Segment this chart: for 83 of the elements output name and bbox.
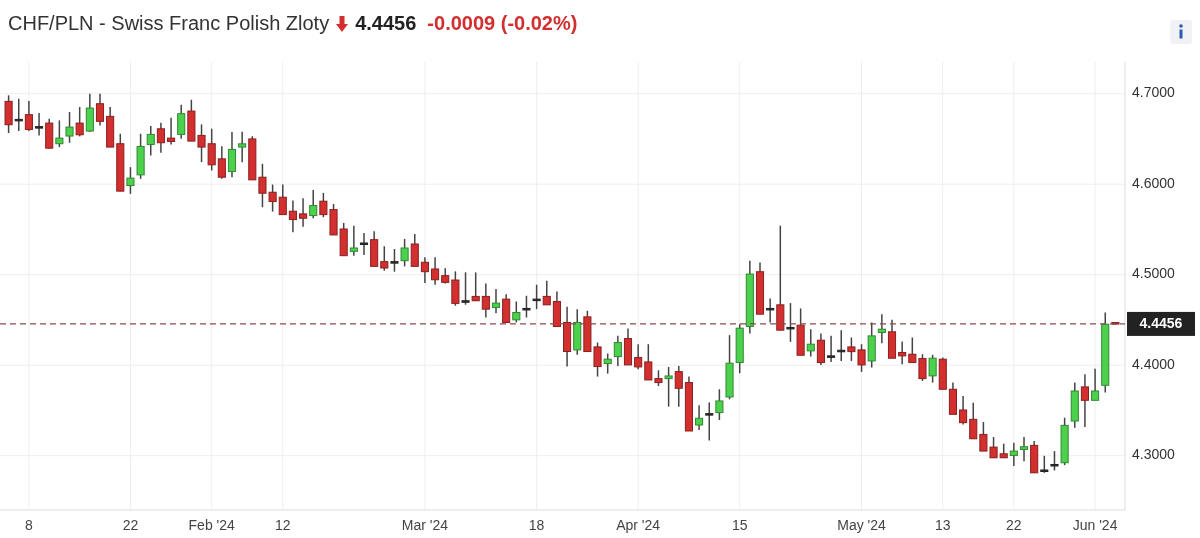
x-tick-label: 22 bbox=[1006, 517, 1022, 533]
candlestick bbox=[481, 282, 490, 319]
candlestick bbox=[156, 121, 165, 154]
candlestick bbox=[85, 92, 94, 133]
x-tick-label: 12 bbox=[274, 517, 291, 533]
candlestick bbox=[1080, 373, 1089, 428]
candlestick bbox=[288, 199, 297, 233]
candlestick bbox=[969, 401, 978, 440]
candlestick bbox=[491, 288, 501, 314]
candlestick bbox=[299, 197, 308, 228]
candlestick bbox=[664, 366, 673, 408]
x-tick-label: May '24 bbox=[837, 517, 887, 533]
x-tick-label: 15 bbox=[731, 517, 748, 533]
candlestick bbox=[613, 335, 622, 367]
candlestick bbox=[14, 97, 23, 132]
candlestick bbox=[898, 340, 907, 365]
candlestick bbox=[451, 270, 460, 307]
x-tick-label: Apr '24 bbox=[616, 517, 661, 533]
candlestick bbox=[715, 388, 724, 421]
candlestick bbox=[502, 293, 511, 324]
candlestick bbox=[95, 92, 105, 127]
candlestick bbox=[349, 224, 358, 257]
candlestick bbox=[238, 130, 247, 163]
candlestick bbox=[359, 232, 369, 256]
candlestick bbox=[380, 245, 389, 272]
y-tick-label: 4.4000 bbox=[1132, 355, 1176, 372]
candlestick bbox=[695, 404, 704, 431]
candlestick bbox=[816, 332, 825, 366]
text: 4.4456 bbox=[355, 12, 417, 35]
candlestick bbox=[431, 256, 440, 286]
candlestick bbox=[471, 271, 480, 302]
candlestick bbox=[35, 112, 44, 137]
candlestick bbox=[928, 354, 937, 384]
candlestick bbox=[278, 183, 287, 216]
x-tick-label: Feb '24 bbox=[188, 517, 236, 533]
y-tick-label: 4.6000 bbox=[1132, 174, 1176, 191]
y-tick-label: 4.3000 bbox=[1132, 446, 1176, 463]
ref-line-label: 4.4456 bbox=[1139, 314, 1183, 331]
candlestick bbox=[806, 328, 815, 358]
x-tick-label: Mar '24 bbox=[401, 517, 449, 533]
candlestick bbox=[542, 280, 551, 306]
y-tick-label: 4.7000 bbox=[1132, 84, 1176, 101]
candlestick bbox=[461, 271, 470, 306]
candlestick bbox=[410, 233, 419, 268]
y-tick-label: 4.5000 bbox=[1132, 265, 1176, 282]
candlestick bbox=[1009, 442, 1018, 467]
candlestick bbox=[959, 395, 968, 426]
candlestick bbox=[146, 125, 155, 157]
candlestick bbox=[177, 103, 186, 140]
candlestick bbox=[877, 313, 886, 344]
candlestick bbox=[65, 111, 74, 144]
candlestick bbox=[786, 302, 795, 343]
candlestick bbox=[1091, 367, 1100, 402]
candlestick bbox=[420, 256, 429, 284]
chart-title: CHF/PLN - Swiss Franc Polish Zloty bbox=[8, 12, 330, 35]
candlestick bbox=[827, 335, 836, 363]
candlestick bbox=[1050, 450, 1059, 472]
x-tick-label: Jun '24 bbox=[1072, 517, 1118, 533]
candlestick bbox=[309, 189, 318, 219]
candlestick bbox=[766, 297, 775, 324]
candlestick bbox=[217, 145, 226, 180]
x-tick-label: 13 bbox=[934, 517, 951, 533]
candlestick bbox=[603, 352, 612, 375]
candlestick bbox=[24, 100, 33, 132]
candlestick bbox=[126, 166, 135, 195]
x-tick-label: 18 bbox=[528, 517, 545, 533]
x-tick-label: 22 bbox=[122, 517, 139, 533]
candlestick bbox=[634, 343, 643, 371]
candlestick bbox=[705, 401, 714, 442]
candlestick bbox=[532, 283, 541, 310]
candlestick bbox=[4, 94, 13, 134]
candlestick bbox=[75, 106, 84, 138]
candlestick bbox=[227, 131, 237, 178]
candlestick bbox=[522, 295, 531, 319]
candlestick bbox=[167, 117, 176, 146]
candlestick bbox=[512, 300, 521, 324]
x-tick-label: 8 bbox=[25, 517, 34, 533]
text: -0.0009 (-0.02%) bbox=[427, 12, 578, 35]
candlestick bbox=[390, 248, 399, 273]
candlestick bbox=[1019, 436, 1029, 462]
candlestick bbox=[400, 238, 409, 268]
candlestick bbox=[55, 119, 64, 148]
candlestick bbox=[674, 365, 683, 408]
